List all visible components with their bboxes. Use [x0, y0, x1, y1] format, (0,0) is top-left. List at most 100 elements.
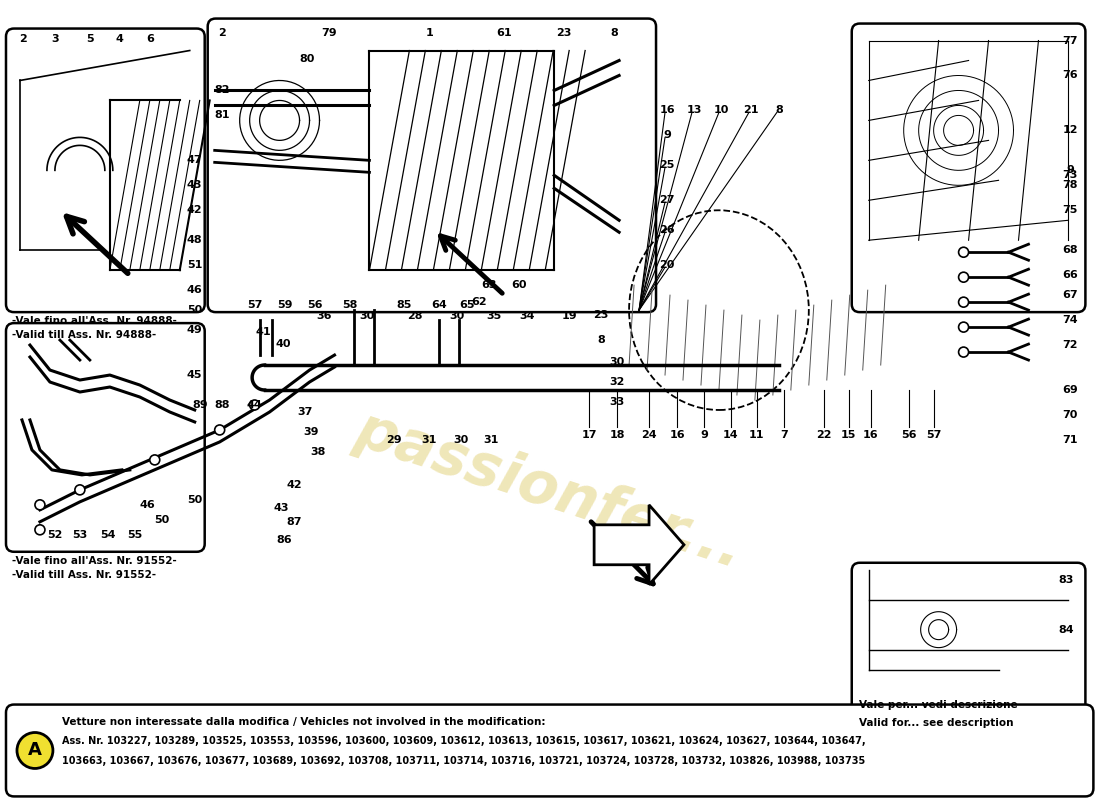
Text: 16: 16: [669, 430, 685, 440]
Circle shape: [214, 425, 224, 435]
Text: 14: 14: [723, 430, 739, 440]
Text: 30: 30: [453, 435, 469, 445]
Text: 81: 81: [213, 110, 230, 121]
Text: 34: 34: [519, 311, 535, 321]
Text: 53: 53: [73, 530, 88, 540]
Text: 47: 47: [187, 155, 202, 166]
Text: 64: 64: [431, 300, 448, 310]
Text: 43: 43: [274, 503, 289, 513]
Text: 39: 39: [304, 427, 319, 437]
Circle shape: [958, 297, 969, 307]
Text: Valid for... see description: Valid for... see description: [859, 718, 1013, 727]
FancyBboxPatch shape: [208, 18, 656, 312]
Text: 8: 8: [776, 106, 783, 115]
Text: -Vale fino all'Ass. Nr. 94888-: -Vale fino all'Ass. Nr. 94888-: [12, 316, 177, 326]
Text: 22: 22: [816, 430, 832, 440]
Text: 51: 51: [187, 260, 202, 270]
Text: 8: 8: [597, 335, 605, 345]
Circle shape: [75, 485, 85, 495]
Text: 20: 20: [659, 260, 674, 270]
Text: 10: 10: [713, 106, 728, 115]
Text: 63: 63: [482, 280, 497, 290]
Text: 19: 19: [561, 311, 578, 321]
Text: passionfer...: passionfer...: [349, 400, 750, 579]
Text: 74: 74: [1063, 315, 1078, 325]
Text: -Vale fino all'Ass. Nr. 91552-: -Vale fino all'Ass. Nr. 91552-: [12, 556, 177, 566]
Text: 57: 57: [246, 300, 262, 310]
Text: 36: 36: [317, 311, 332, 321]
Text: 2: 2: [19, 34, 26, 43]
Text: 15: 15: [842, 430, 857, 440]
Text: 21: 21: [744, 106, 759, 115]
Text: 29: 29: [386, 435, 403, 445]
Text: A: A: [28, 742, 42, 759]
Text: 5: 5: [86, 34, 94, 43]
Text: Ass. Nr. 103227, 103289, 103525, 103553, 103596, 103600, 103609, 103612, 103613,: Ass. Nr. 103227, 103289, 103525, 103553,…: [62, 737, 866, 746]
Circle shape: [958, 322, 969, 332]
Text: 30: 30: [450, 311, 465, 321]
Text: 61: 61: [496, 27, 513, 38]
Text: 50: 50: [154, 515, 169, 525]
Text: 25: 25: [659, 160, 674, 170]
Text: 46: 46: [187, 285, 202, 295]
Text: 40: 40: [276, 339, 292, 349]
Text: 16: 16: [862, 430, 879, 440]
Text: 12: 12: [1063, 126, 1078, 135]
Text: 49: 49: [187, 325, 202, 335]
Text: 66: 66: [1063, 270, 1078, 280]
Text: 9: 9: [663, 130, 671, 140]
Text: 17: 17: [582, 430, 597, 440]
Text: 42: 42: [287, 480, 303, 490]
Text: 38: 38: [310, 447, 326, 457]
Text: 35: 35: [486, 311, 502, 321]
Circle shape: [35, 525, 45, 535]
Text: -Valid till Ass. Nr. 91552-: -Valid till Ass. Nr. 91552-: [12, 570, 156, 580]
Text: 27: 27: [659, 195, 674, 206]
Text: 32: 32: [609, 377, 625, 387]
Text: 37: 37: [297, 407, 312, 417]
Text: 62: 62: [472, 297, 487, 307]
Text: 46: 46: [140, 500, 156, 510]
Text: 44: 44: [246, 400, 263, 410]
Text: 30: 30: [359, 311, 374, 321]
Text: 50: 50: [187, 495, 202, 505]
Circle shape: [250, 400, 260, 410]
FancyBboxPatch shape: [851, 23, 1086, 312]
Text: 59: 59: [277, 300, 293, 310]
Text: 70: 70: [1063, 410, 1078, 420]
FancyBboxPatch shape: [6, 29, 205, 312]
Text: 79: 79: [321, 27, 338, 38]
Text: 24: 24: [641, 430, 657, 440]
Text: 33: 33: [609, 397, 625, 407]
Circle shape: [958, 247, 969, 258]
Text: 76: 76: [1063, 70, 1078, 81]
Circle shape: [150, 455, 160, 465]
FancyBboxPatch shape: [6, 705, 1093, 797]
Circle shape: [958, 272, 969, 282]
Text: 6: 6: [146, 34, 154, 43]
Text: 85: 85: [397, 300, 412, 310]
Text: 52: 52: [47, 530, 63, 540]
Text: 82: 82: [213, 86, 230, 95]
Text: 56: 56: [307, 300, 322, 310]
Text: 1: 1: [426, 27, 433, 38]
Circle shape: [35, 500, 45, 510]
Text: 75: 75: [1063, 206, 1078, 215]
Text: 67: 67: [1063, 290, 1078, 300]
Text: 2: 2: [218, 27, 226, 38]
Text: 45: 45: [187, 370, 202, 380]
Text: 88: 88: [213, 400, 230, 410]
Text: 18: 18: [609, 430, 625, 440]
Text: 55: 55: [128, 530, 142, 540]
Text: 7: 7: [780, 430, 788, 440]
Text: 60: 60: [512, 280, 527, 290]
Text: 73: 73: [1063, 170, 1078, 180]
Text: 13: 13: [686, 106, 702, 115]
Text: 4: 4: [116, 34, 124, 43]
Text: 77: 77: [1063, 35, 1078, 46]
FancyBboxPatch shape: [851, 562, 1086, 751]
Text: 23: 23: [557, 27, 572, 38]
FancyBboxPatch shape: [6, 323, 205, 552]
Text: 83: 83: [1058, 574, 1074, 585]
Text: 72: 72: [1063, 340, 1078, 350]
